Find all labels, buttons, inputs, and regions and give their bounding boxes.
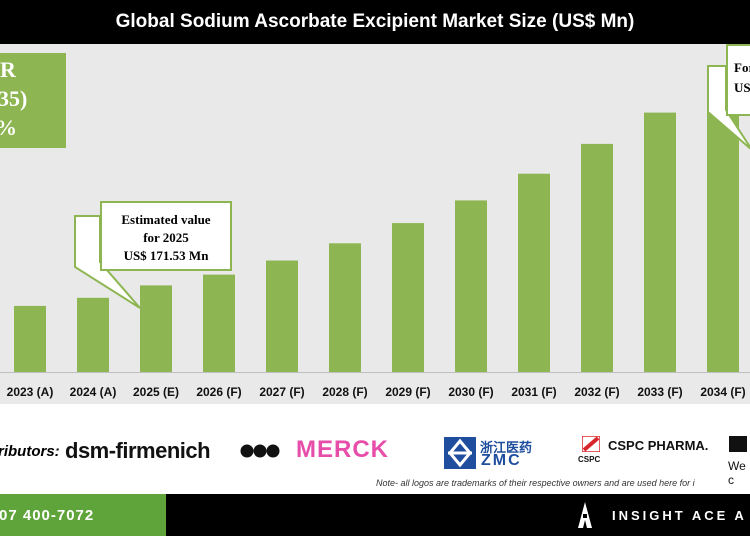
x-axis-line [0,372,750,373]
callout-2025-line-1: Estimated value [121,212,211,227]
bar-3 [203,274,235,372]
distributors-label: ributors: [0,443,60,460]
cspc-small-text: CSPC [578,455,601,464]
x-tick-label-6: 2029 (F) [385,385,430,399]
callout-2025-line-2: for 2025 [143,230,189,245]
bar-6 [392,223,424,372]
x-tick-label-8: 2031 (F) [511,385,556,399]
bar-9 [581,143,613,372]
bar-8 [518,173,550,372]
merck-logo: MERCK [296,436,389,463]
x-tick-label-7: 2030 (F) [448,385,493,399]
callout-forecast-line-1: For [734,60,750,75]
callout-2025-line-3: US$ 171.53 Mn [123,248,209,263]
distributors-row: ributors: dsm-firmenich MERCK 浙江医药 ZMC C… [0,424,750,487]
bar-chart: 2023 (A) 2024 (A) 2025 (E) 2026 (F) 2027 (F)… [7,88,746,399]
cagr-line-3: % [0,113,61,143]
bar-5 [329,243,361,372]
brand-logo-icon [576,500,594,530]
dsm-dots-icon [240,443,280,459]
footer-phone[interactable]: 07 400-7072 [0,494,166,536]
callout-forecast: For US [726,44,750,116]
bar-4 [266,260,298,372]
trademark-note: Note- all logos are trademarks of their … [376,478,695,488]
bar-2 [140,285,172,372]
bar-1 [77,297,109,372]
bar-11 [707,88,739,373]
cspc-logo-text: CSPC PHARMA. [608,438,709,453]
chart-title: Global Sodium Ascorbate Excipient Market… [115,11,635,32]
x-tick-label-10: 2033 (F) [637,385,682,399]
footer-brand: INSIGHT ACE A [612,494,747,536]
x-tick-label-5: 2028 (F) [322,385,367,399]
partial-logo-text: We c [728,459,746,487]
x-tick-label-4: 2027 (F) [259,385,304,399]
brand-name: INSIGHT ACE A [612,507,747,523]
callout-forecast-line-2: US [734,80,750,95]
phone-number: 07 400-7072 [0,506,95,524]
zmc-logo-text: ZMC [481,452,522,469]
bar-7 [455,200,487,372]
cagr-line-1: R [0,57,16,82]
x-axis-area [0,376,750,404]
cagr-box: R 2035) % [0,53,66,148]
x-tick-label-9: 2032 (F) [574,385,619,399]
bar-10 [644,112,676,372]
zmc-symbol-icon [444,437,476,469]
zmc-chinese-name: 浙江医药 [480,440,533,455]
callout-2025: Estimated value for 2025 US$ 171.53 Mn [100,201,232,271]
partial-logo-icon [729,436,747,452]
x-tick-label-0: 2023 (A) [7,385,54,399]
dsm-firmenich-logo: dsm-firmenich [65,438,211,463]
cspc-mark-icon [581,435,601,453]
x-tick-label-2: 2025 (E) [133,385,179,399]
cagr-line-2: 2035) [0,86,28,111]
bar-0 [14,305,46,372]
x-tick-label-11: 2034 (F) [700,385,745,399]
x-tick-label-1: 2024 (A) [70,385,117,399]
x-tick-label-3: 2026 (F) [196,385,241,399]
chart-title-bar: Global Sodium Ascorbate Excipient Market… [0,0,750,44]
